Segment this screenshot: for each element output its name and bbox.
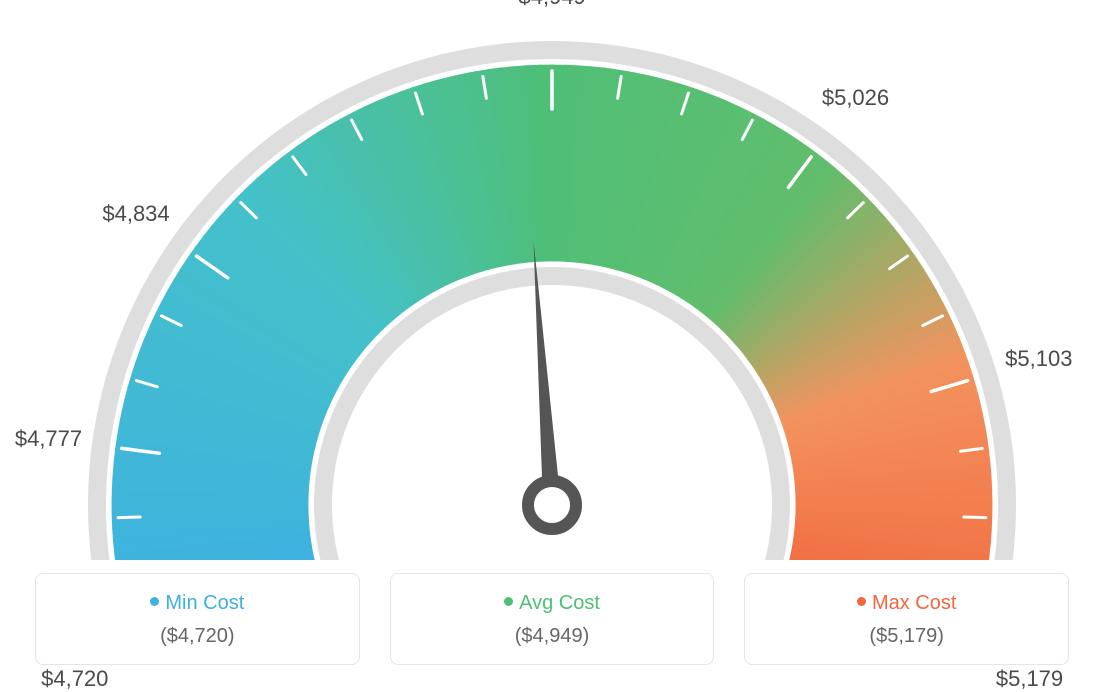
legend-card-avg-cost: Avg Cost ($4,949) <box>390 573 715 665</box>
legend-title: Max Cost <box>755 592 1058 615</box>
gauge-chart-container: $4,720 $4,777 $4,834 $4,949 $5,026 $5,103 $5,1… <box>0 0 1104 690</box>
legend-dot-icon <box>150 597 159 606</box>
gauge-area: $4,720$4,777$4,834$4,949$5,026$5,103$5,1… <box>0 0 1104 560</box>
legend-value: ($4,949) <box>401 625 704 648</box>
gauge-tick-label: $4,777 <box>15 426 82 452</box>
legend-value: ($4,720) <box>46 625 349 648</box>
gauge-tick-label: $4,949 <box>519 0 586 10</box>
legend-card-max-cost: Max Cost ($5,179) <box>744 573 1069 665</box>
legend-card-min-cost: Min Cost ($4,720) <box>35 573 360 665</box>
legend-dot-icon <box>857 597 866 606</box>
gauge-tick-label: $5,026 <box>822 85 889 111</box>
gauge-tick-label: $4,834 <box>102 201 169 227</box>
legend-dot-icon <box>504 597 513 606</box>
legend-value: ($5,179) <box>755 625 1058 648</box>
gauge-tick <box>118 517 140 518</box>
gauge-svg <box>0 0 1104 560</box>
gauge-tick-label: $5,179 <box>996 666 1063 692</box>
legend-row: Min Cost ($4,720) Avg Cost ($4,949) Max Cost… <box>0 573 1104 665</box>
gauge-needle-hub <box>528 481 576 529</box>
gauge-tick <box>964 517 986 518</box>
gauge-tick-label: $4,720 <box>41 666 108 692</box>
legend-title: Avg Cost <box>401 592 704 615</box>
gauge-tick-label: $5,103 <box>1005 346 1072 372</box>
legend-title: Min Cost <box>46 592 349 615</box>
